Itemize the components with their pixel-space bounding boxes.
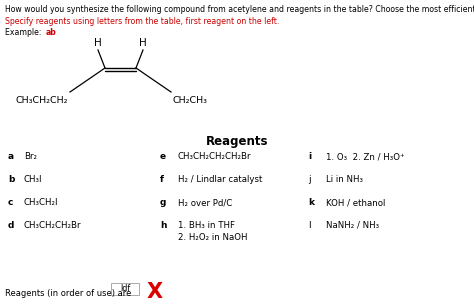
Text: H: H [139,38,147,48]
Text: d: d [8,221,14,230]
Text: j: j [308,175,310,184]
Text: f: f [160,175,164,184]
Text: CH₃CH₂CH₂Br: CH₃CH₂CH₂Br [24,221,82,230]
Text: Li in NH₃: Li in NH₃ [326,175,363,184]
Text: CH₂CH₃: CH₂CH₃ [173,96,208,105]
Text: CH₃I: CH₃I [24,175,43,184]
Text: Specify reagents using letters from the table, first reagent on the left.: Specify reagents using letters from the … [5,17,279,26]
Text: Reagents (in order of use) are: Reagents (in order of use) are [5,289,131,298]
Text: g: g [160,198,166,207]
Text: 1. BH₃ in THF
2. H₂O₂ in NaOH: 1. BH₃ in THF 2. H₂O₂ in NaOH [178,221,247,242]
Text: ab: ab [46,28,57,37]
Text: H₂ over Pd/C: H₂ over Pd/C [178,198,232,207]
Text: l: l [308,221,310,230]
Text: ldf: ldf [120,284,130,293]
Text: Br₂: Br₂ [24,152,37,161]
Text: CH₃CH₂I: CH₃CH₂I [24,198,58,207]
Text: c: c [8,198,13,207]
Text: X: X [147,282,163,302]
Text: CH₃CH₂CH₂: CH₃CH₂CH₂ [16,96,68,105]
Text: b: b [8,175,14,184]
Text: How would you synthesize the following compound from acetylene and reagents in t: How would you synthesize the following c… [5,5,474,14]
Text: H: H [94,38,102,48]
Text: a: a [8,152,14,161]
Text: h: h [160,221,166,230]
Text: Reagents: Reagents [206,135,268,148]
Text: KOH / ethanol: KOH / ethanol [326,198,385,207]
Text: NaNH₂ / NH₃: NaNH₂ / NH₃ [326,221,379,230]
Text: 1. O₃  2. Zn / H₃O⁺: 1. O₃ 2. Zn / H₃O⁺ [326,152,405,161]
Text: Example:: Example: [5,28,44,37]
Text: H₂ / Lindlar catalyst: H₂ / Lindlar catalyst [178,175,263,184]
FancyBboxPatch shape [111,283,139,295]
Text: e: e [160,152,166,161]
Text: i: i [308,152,311,161]
Text: CH₃CH₂CH₂CH₂Br: CH₃CH₂CH₂CH₂Br [178,152,252,161]
Text: k: k [308,198,314,207]
